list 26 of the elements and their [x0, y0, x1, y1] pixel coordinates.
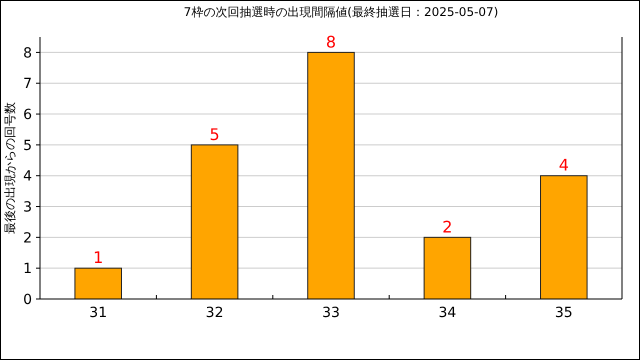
y-tick-label: 4	[23, 168, 32, 185]
bar	[190, 144, 238, 300]
bar	[424, 236, 472, 300]
bar	[540, 175, 588, 300]
bar	[307, 52, 355, 300]
chart-title: 7枠の次回抽選時の出現間隔値(最終抽選日：2025-05-07)	[184, 5, 498, 19]
x-tick-label: 31	[89, 305, 108, 321]
x-tick-label: 34	[438, 305, 456, 321]
y-tick-label: 1	[23, 261, 32, 278]
data-label: 2	[442, 217, 452, 236]
data-label: 4	[558, 156, 569, 175]
data-label: 1	[93, 248, 104, 268]
y-tick-label: 5	[23, 138, 32, 154]
x-tick-label: 32	[206, 305, 224, 321]
y-tick-label: 6	[23, 107, 32, 124]
y-tick-label: 8	[23, 45, 32, 62]
data-label: 5	[210, 124, 220, 144]
x-tick-label: 33	[322, 305, 340, 321]
y-tick-label: 2	[23, 230, 32, 246]
data-label: 8	[326, 32, 336, 52]
y-tick-label: 0	[23, 292, 32, 308]
y-axis-title: 最後の出現からの回号数	[3, 102, 17, 234]
x-tick-label: 35	[554, 305, 573, 321]
bar	[74, 268, 122, 300]
y-tick-label: 7	[23, 76, 32, 92]
y-tick-label: 3	[23, 200, 32, 216]
